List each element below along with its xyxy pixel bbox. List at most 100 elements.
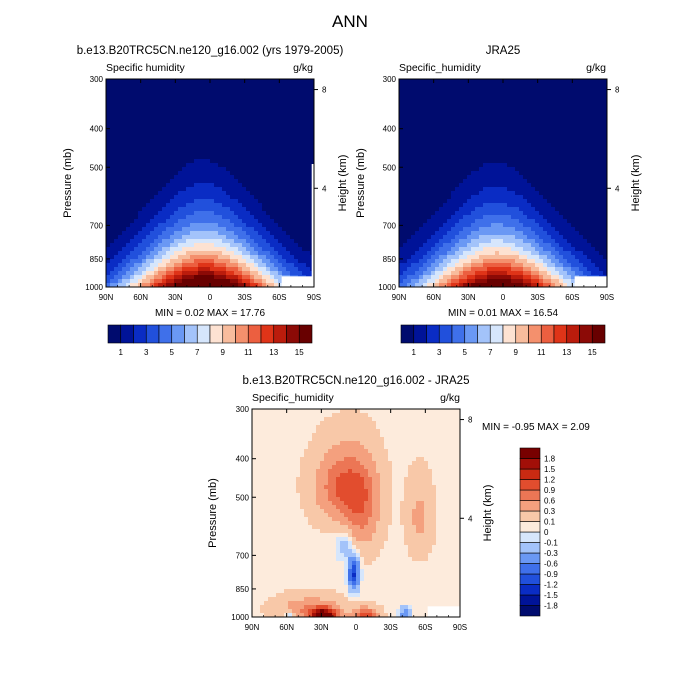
field-cell <box>495 235 500 240</box>
field-cell <box>246 195 251 200</box>
field-cell <box>427 247 432 252</box>
field-cell <box>551 223 556 228</box>
field-cell <box>270 215 275 220</box>
field-cell <box>138 207 143 212</box>
field-cell <box>411 163 416 168</box>
field-cell <box>306 211 311 216</box>
field-cell <box>122 175 127 180</box>
field-cell <box>274 199 279 204</box>
field-cell <box>274 151 279 156</box>
field-cell <box>194 243 199 248</box>
field-cell <box>603 235 608 240</box>
field-cell <box>475 191 480 196</box>
field-cell <box>250 259 255 264</box>
field-cell <box>254 131 259 136</box>
field-cell <box>238 279 243 284</box>
field-cell <box>246 107 251 112</box>
field-cell <box>174 103 179 108</box>
field-cell <box>447 115 452 120</box>
field-cell <box>591 123 596 128</box>
field-cell <box>242 215 247 220</box>
field-cell <box>166 199 171 204</box>
field-cell <box>443 171 448 176</box>
field-cell <box>118 195 123 200</box>
field-cell <box>198 175 203 180</box>
field-cell <box>202 107 207 112</box>
field-cell <box>230 155 235 160</box>
field-cell <box>535 219 540 224</box>
field-cell <box>190 131 195 136</box>
field-cell <box>134 83 139 88</box>
field-cell <box>399 247 404 252</box>
field-cell <box>274 139 279 144</box>
field-cell <box>206 147 211 152</box>
field-cell <box>302 183 307 188</box>
field-cell <box>298 147 303 152</box>
field-cell <box>539 171 544 176</box>
field-cell <box>587 91 592 96</box>
field-cell <box>282 135 287 140</box>
field-cell <box>258 279 263 284</box>
field-cell <box>439 163 444 168</box>
field-cell <box>190 263 195 268</box>
field-cell <box>198 191 203 196</box>
field-cell <box>491 215 496 220</box>
field-cell <box>186 255 191 260</box>
field-cell <box>583 103 588 108</box>
field-cell <box>591 227 596 232</box>
field-cell <box>234 175 239 180</box>
field-cell <box>114 195 119 200</box>
field-cell <box>535 223 540 228</box>
field-cell <box>178 115 183 120</box>
field-cell <box>535 111 540 116</box>
field-cell <box>218 219 223 224</box>
field-cell <box>190 115 195 120</box>
field-cell <box>226 179 231 184</box>
field-cell <box>447 79 452 84</box>
field-cell <box>122 139 127 144</box>
field-cell <box>599 147 604 152</box>
main-title: ANN <box>332 12 368 31</box>
field-cell <box>302 219 307 224</box>
field-cell <box>435 147 440 152</box>
field-cell <box>459 215 464 220</box>
field-cell <box>503 79 508 84</box>
field-cell <box>431 223 436 228</box>
field-cell <box>571 83 576 88</box>
field-cell <box>110 183 115 188</box>
field-cell <box>166 103 171 108</box>
field-cell <box>282 199 287 204</box>
field-cell <box>547 127 552 132</box>
field-cell <box>170 243 175 248</box>
field-cell <box>603 215 608 220</box>
field-cell <box>443 95 448 100</box>
field-cell <box>210 139 215 144</box>
field-cell <box>230 131 235 136</box>
field-cell <box>186 263 191 268</box>
field-cell <box>146 255 151 260</box>
field-cell <box>294 115 299 120</box>
field-cell <box>210 223 215 228</box>
field-cell <box>138 107 143 112</box>
field-cell <box>427 175 432 180</box>
field-cell <box>126 211 131 216</box>
field-cell <box>499 223 504 228</box>
field-cell <box>543 203 548 208</box>
field-cell <box>278 187 283 192</box>
field-cell <box>411 147 416 152</box>
field-cell <box>411 99 416 104</box>
field-cell <box>399 115 404 120</box>
y-tick-label: 850 <box>90 255 104 264</box>
field-cell <box>523 79 528 84</box>
field-cell <box>519 127 524 132</box>
field-cell <box>158 103 163 108</box>
field-cell <box>503 139 508 144</box>
field-cell <box>555 95 560 100</box>
field-cell <box>206 283 211 288</box>
field-cell <box>218 119 223 124</box>
field-cell <box>499 103 504 108</box>
field-cell <box>431 159 436 164</box>
y-tick-label: 700 <box>90 221 104 230</box>
field-cell <box>146 251 151 256</box>
field-cell <box>130 175 135 180</box>
